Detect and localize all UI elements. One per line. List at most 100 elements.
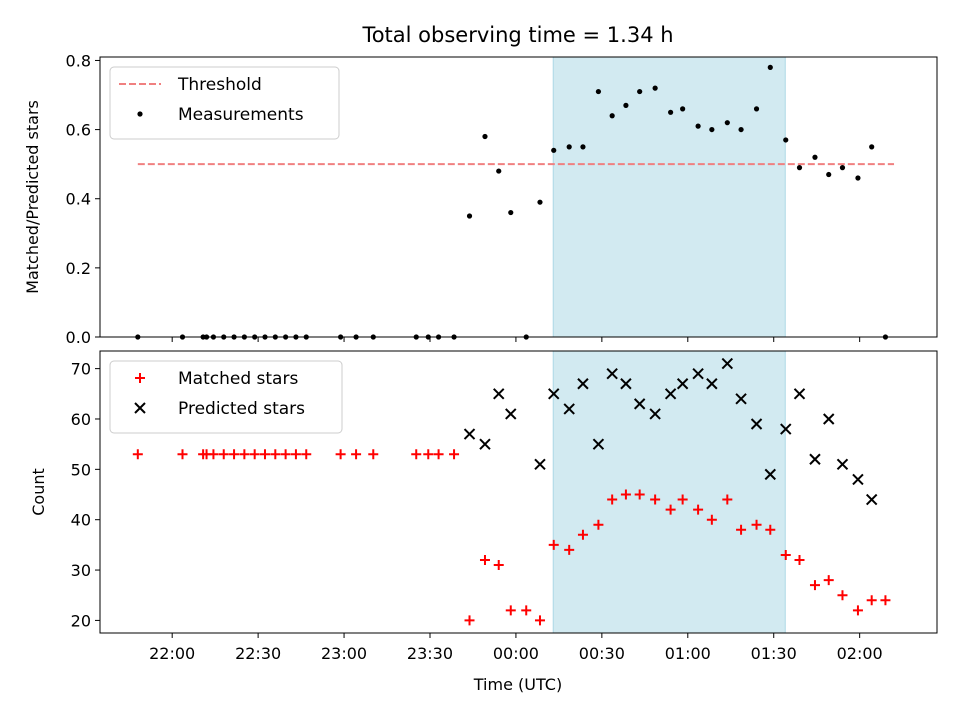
data-point-matched-stars [607, 494, 618, 505]
data-point-measurements [680, 106, 686, 112]
legend-label: Measurements [178, 105, 304, 125]
x-tick-label: 00:00 [493, 644, 539, 663]
legend-label: Predicted stars [178, 399, 305, 419]
data-point-matched-stars [335, 449, 346, 460]
data-point-matched-stars [751, 519, 762, 530]
data-point-measurements [869, 144, 875, 150]
data-point-matched-stars [548, 539, 559, 550]
data-point-measurements [738, 126, 744, 133]
legend-swatch [135, 373, 145, 383]
y-tick-label: 60 [71, 410, 91, 429]
data-point-matched-stars [593, 519, 604, 530]
data-point-matched-stars [620, 489, 631, 500]
data-point-matched-stars [239, 449, 250, 460]
plot-frame [99, 56, 938, 338]
y-tick-label: 50 [71, 460, 91, 479]
data-point-matched-stars [464, 615, 475, 626]
data-point-predicted-stars [706, 378, 718, 390]
data-point-predicted-stars [664, 388, 677, 400]
data-point-matched-stars [794, 554, 805, 565]
data-point-matched-stars [208, 449, 219, 460]
data-point-measurements [537, 199, 543, 205]
data-point-predicted-stars [649, 408, 661, 420]
top-panel: 0.0 0.2 0.4 0.6 0.8 Matched/Predicted stars Th… [23, 51, 938, 347]
y-axis-label: Count [29, 468, 48, 516]
x-tick-label: 00:30 [579, 644, 625, 663]
data-point-measurements [724, 120, 730, 126]
data-point-predicted-stars [563, 403, 575, 415]
data-point-matched-stars [693, 504, 704, 515]
chart-title: Total observing time = 1.34 h [361, 23, 673, 47]
data-point-predicted-stars [809, 453, 821, 465]
data-point-predicted-stars [750, 418, 763, 430]
data-point-matched-stars [249, 449, 260, 460]
data-point-matched-stars [218, 449, 229, 460]
data-point-measurements [695, 123, 701, 129]
data-point-matched-stars [449, 449, 460, 460]
x-tick-label: 01:30 [751, 644, 797, 663]
data-point-predicted-stars [721, 357, 734, 370]
data-point-matched-stars [650, 494, 661, 505]
data-point-matched-stars [433, 449, 444, 460]
y-tick-label: 30 [71, 561, 91, 580]
data-point-matched-stars [677, 494, 688, 505]
data-point-predicted-stars [592, 438, 605, 450]
data-point-measurements [482, 133, 488, 140]
y-tick-label: 0.4 [66, 190, 91, 209]
data-point-measurements [668, 109, 674, 115]
data-point-predicted-stars [735, 393, 747, 405]
x-tick-label: 01:00 [665, 644, 711, 663]
data-point-matched-stars [736, 524, 747, 535]
data-point-matched-stars [534, 615, 545, 626]
y-tick-label: 0.6 [66, 121, 91, 140]
data-point-predicted-stars [606, 367, 618, 380]
y-tick-label: 0.0 [66, 328, 91, 347]
y-tick-label: 0.2 [66, 259, 91, 278]
data-point-predicted-stars [823, 413, 835, 425]
x-tick-label: 02:00 [837, 644, 883, 663]
data-point-measurements [796, 165, 803, 171]
data-point-matched-stars [368, 449, 379, 460]
legend-box [109, 360, 343, 434]
bottom-panel: 20 30 40 50 60 70 22:00 22:30 23:00 23:30 00:00 00:… [29, 350, 938, 663]
legend-swatch [134, 402, 146, 414]
data-point-matched-stars [837, 590, 848, 601]
x-tick-label: 22:00 [149, 644, 195, 663]
data-point-matched-stars [665, 504, 676, 515]
data-point-predicted-stars [479, 438, 491, 450]
y-axis-label: Matched/Predicted stars [23, 100, 42, 294]
data-point-measurements [496, 168, 502, 174]
data-point-predicted-stars [463, 428, 476, 440]
data-point-measurements [508, 209, 514, 216]
data-point-matched-stars [132, 449, 143, 460]
data-point-measurements [566, 144, 572, 150]
x-tick-label: 23:30 [407, 644, 453, 663]
data-point-matched-stars [177, 449, 188, 460]
y-tick-label: 0.8 [66, 51, 91, 70]
legend-swatch [137, 111, 143, 117]
data-point-measurements [709, 126, 715, 133]
data-point-predicted-stars [780, 423, 792, 435]
data-point-measurements [767, 64, 773, 70]
x-tick-label: 23:00 [321, 644, 367, 663]
data-point-measurements [783, 137, 789, 143]
data-point-predicted-stars [676, 378, 689, 390]
data-point-measurements [826, 171, 832, 178]
data-point-measurements [580, 144, 586, 150]
legend-box [109, 66, 340, 140]
data-point-measurements [753, 106, 760, 112]
data-point-matched-stars [634, 489, 645, 500]
data-point-predicted-stars [505, 408, 517, 420]
legend-label: Threshold [177, 75, 262, 95]
data-point-matched-stars [290, 449, 301, 460]
data-point-matched-stars [229, 449, 240, 460]
data-point-measurements [812, 154, 818, 160]
highlight-span [553, 57, 786, 337]
data-point-matched-stars [880, 595, 891, 606]
highlight-span [553, 351, 786, 633]
y-tick-label: 20 [71, 611, 91, 630]
data-point-matched-stars [521, 605, 532, 616]
data-point-matched-stars [351, 449, 362, 460]
data-point-matched-stars [505, 605, 516, 616]
